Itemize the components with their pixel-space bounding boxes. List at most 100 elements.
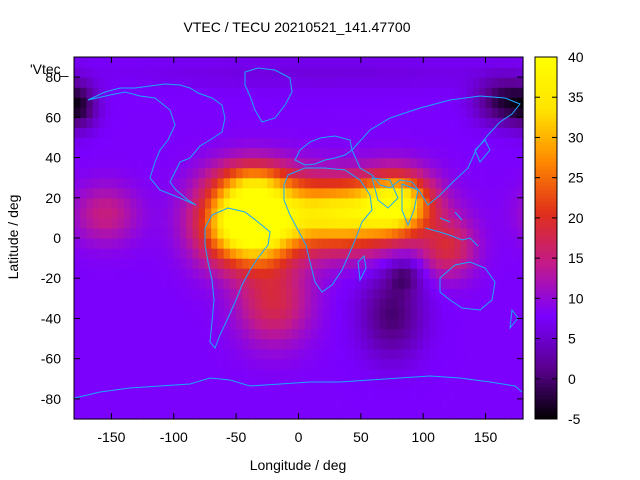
heatmap-cell	[317, 408, 325, 420]
heatmap-cell	[423, 388, 431, 400]
heatmap-cell	[335, 67, 343, 78]
heatmap-cell	[448, 288, 456, 299]
heatmap-cell	[136, 258, 144, 269]
heatmap-cell	[248, 107, 256, 118]
heatmap-cell	[236, 248, 243, 259]
heatmap-cell	[392, 288, 399, 299]
heatmap-cell	[410, 137, 418, 149]
heatmap-cell	[310, 197, 318, 209]
heatmap-cell	[192, 157, 200, 169]
heatmap-cell	[111, 258, 119, 269]
heatmap-cell	[298, 97, 306, 108]
heatmap-cell	[211, 358, 219, 370]
heatmap-cell	[292, 87, 300, 98]
heatmap-cell	[348, 177, 356, 189]
heatmap-cell	[173, 258, 181, 269]
heatmap-cell	[211, 318, 219, 330]
heatmap-cell	[385, 117, 393, 128]
heatmap-cell	[323, 258, 331, 269]
heatmap-cell	[516, 238, 524, 249]
colorbar-segment	[535, 177, 557, 183]
heatmap-cell	[473, 77, 480, 88]
heatmap-cell	[142, 187, 150, 199]
heatmap-cell	[516, 258, 524, 269]
heatmap-cell	[373, 57, 381, 68]
heatmap-cell	[142, 167, 150, 179]
y-tick-label: 20	[45, 190, 61, 206]
heatmap-cell	[516, 378, 524, 390]
heatmap-cell	[373, 227, 381, 239]
colorbar-segment	[535, 141, 557, 146]
heatmap-cell	[204, 398, 212, 410]
heatmap-cell	[229, 298, 237, 309]
heatmap-cell	[398, 77, 406, 88]
heatmap-cell	[186, 258, 194, 269]
heatmap-cell	[404, 97, 412, 108]
heatmap-cell	[186, 127, 194, 139]
heatmap-cell	[404, 238, 412, 249]
heatmap-cell	[479, 358, 487, 370]
heatmap-cell	[317, 318, 325, 330]
heatmap-cell	[335, 378, 343, 390]
heatmap-cell	[80, 57, 88, 68]
heatmap-cell	[123, 77, 131, 88]
heatmap-cell	[217, 97, 225, 108]
heatmap-cell	[229, 57, 237, 68]
heatmap-cell	[236, 298, 243, 309]
heatmap-cell	[192, 67, 200, 78]
heatmap-cell	[373, 388, 381, 400]
heatmap-cell	[148, 167, 156, 179]
heatmap-cell	[229, 408, 237, 420]
heatmap-cell	[323, 107, 331, 118]
heatmap-cell	[441, 147, 449, 159]
heatmap-cell	[86, 348, 94, 360]
heatmap-cell	[105, 298, 113, 309]
heatmap-cell	[485, 308, 493, 320]
heatmap-cell	[267, 97, 275, 108]
heatmap-cell	[229, 388, 237, 400]
heatmap-cell	[173, 177, 181, 189]
heatmap-cell	[448, 238, 456, 249]
heatmap-cell	[142, 278, 150, 289]
heatmap-cell	[161, 97, 169, 108]
heatmap-cell	[404, 217, 412, 229]
heatmap-cell	[298, 368, 306, 380]
heatmap-cell	[504, 328, 512, 340]
heatmap-cell	[479, 388, 487, 400]
heatmap-cell	[267, 207, 275, 219]
heatmap-cell	[429, 87, 437, 98]
heatmap-cell	[342, 368, 349, 380]
heatmap-cell	[423, 57, 431, 68]
heatmap-cell	[161, 127, 169, 139]
heatmap-cell	[267, 278, 275, 289]
heatmap-cell	[460, 278, 468, 289]
heatmap-cell	[167, 268, 175, 279]
heatmap-cell	[148, 207, 156, 219]
heatmap-cell	[236, 187, 243, 199]
heatmap-cell	[192, 107, 200, 118]
heatmap-cell	[186, 107, 194, 118]
heatmap-cell	[342, 167, 349, 179]
heatmap-cell	[504, 248, 512, 259]
heatmap-cell	[286, 338, 293, 350]
heatmap-cell	[198, 258, 206, 269]
heatmap-cell	[254, 318, 262, 330]
heatmap-cell	[229, 157, 237, 169]
heatmap-cell	[404, 177, 412, 189]
heatmap-cell	[273, 207, 281, 219]
heatmap-cell	[136, 87, 144, 98]
heatmap-cell	[423, 338, 431, 350]
heatmap-cell	[236, 97, 243, 108]
heatmap-cell	[516, 388, 524, 400]
heatmap-cell	[423, 97, 431, 108]
heatmap-cell	[491, 227, 499, 239]
heatmap-cell	[348, 328, 356, 340]
heatmap-cell	[142, 137, 150, 149]
heatmap-cell	[448, 338, 456, 350]
heatmap-cell	[385, 167, 393, 179]
heatmap-cell	[167, 97, 175, 108]
heatmap-cell	[211, 408, 219, 420]
heatmap-cell	[117, 258, 125, 269]
heatmap-cell	[323, 57, 331, 68]
